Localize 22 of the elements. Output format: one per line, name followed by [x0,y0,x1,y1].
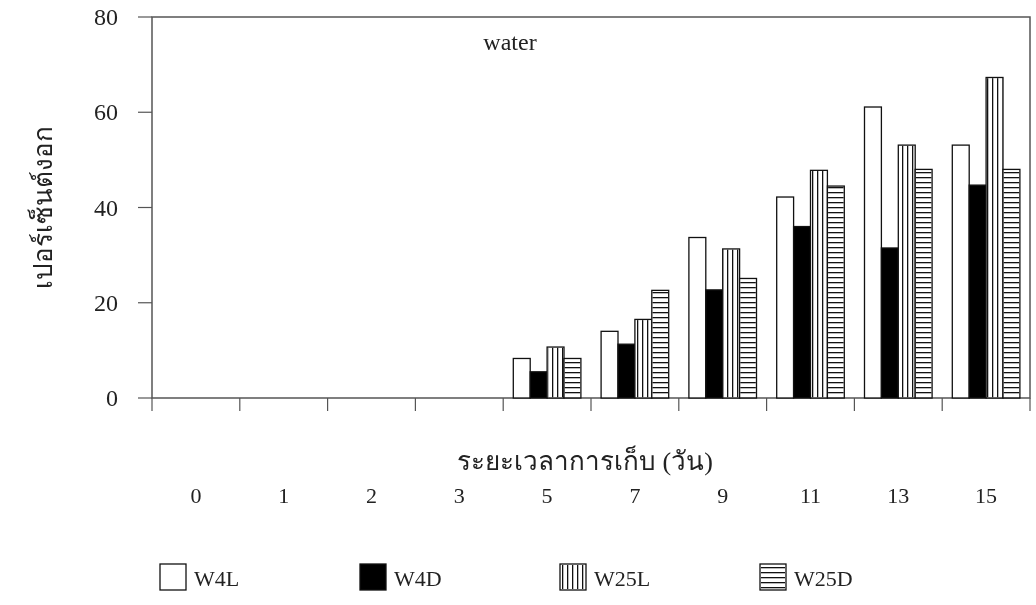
x-tick-label: 5 [541,483,553,508]
x-tick-label: 13 [887,483,910,508]
x-tick-label: 2 [366,483,377,508]
y-tick-label: 80 [94,4,118,30]
x-tick-label: 7 [629,483,641,508]
legend-label: W4D [394,566,442,591]
x-tick-label: 9 [717,483,729,508]
x-tick-label: 11 [799,483,822,508]
x-tick-label: 15 [975,483,998,508]
y-tick-label: 0 [106,385,118,411]
x-tick-label: 1 [278,483,290,508]
y-tick-label: 60 [94,99,118,126]
annotation: water [483,29,537,55]
y-axis-title: เปอร์เซ็นต์งอก [27,126,58,289]
x-axis-title: ระยะเวลาการเก็บ (วัน) [457,445,713,476]
legend-label: W25D [794,566,853,591]
x-tick-label: 0 [190,483,202,508]
x-tick-label: 3 [453,483,465,508]
legend-label: W25L [594,566,651,591]
y-tick-label: 40 [94,194,118,221]
legend-label: W4L [194,566,240,591]
y-tick-label: 20 [94,289,118,316]
